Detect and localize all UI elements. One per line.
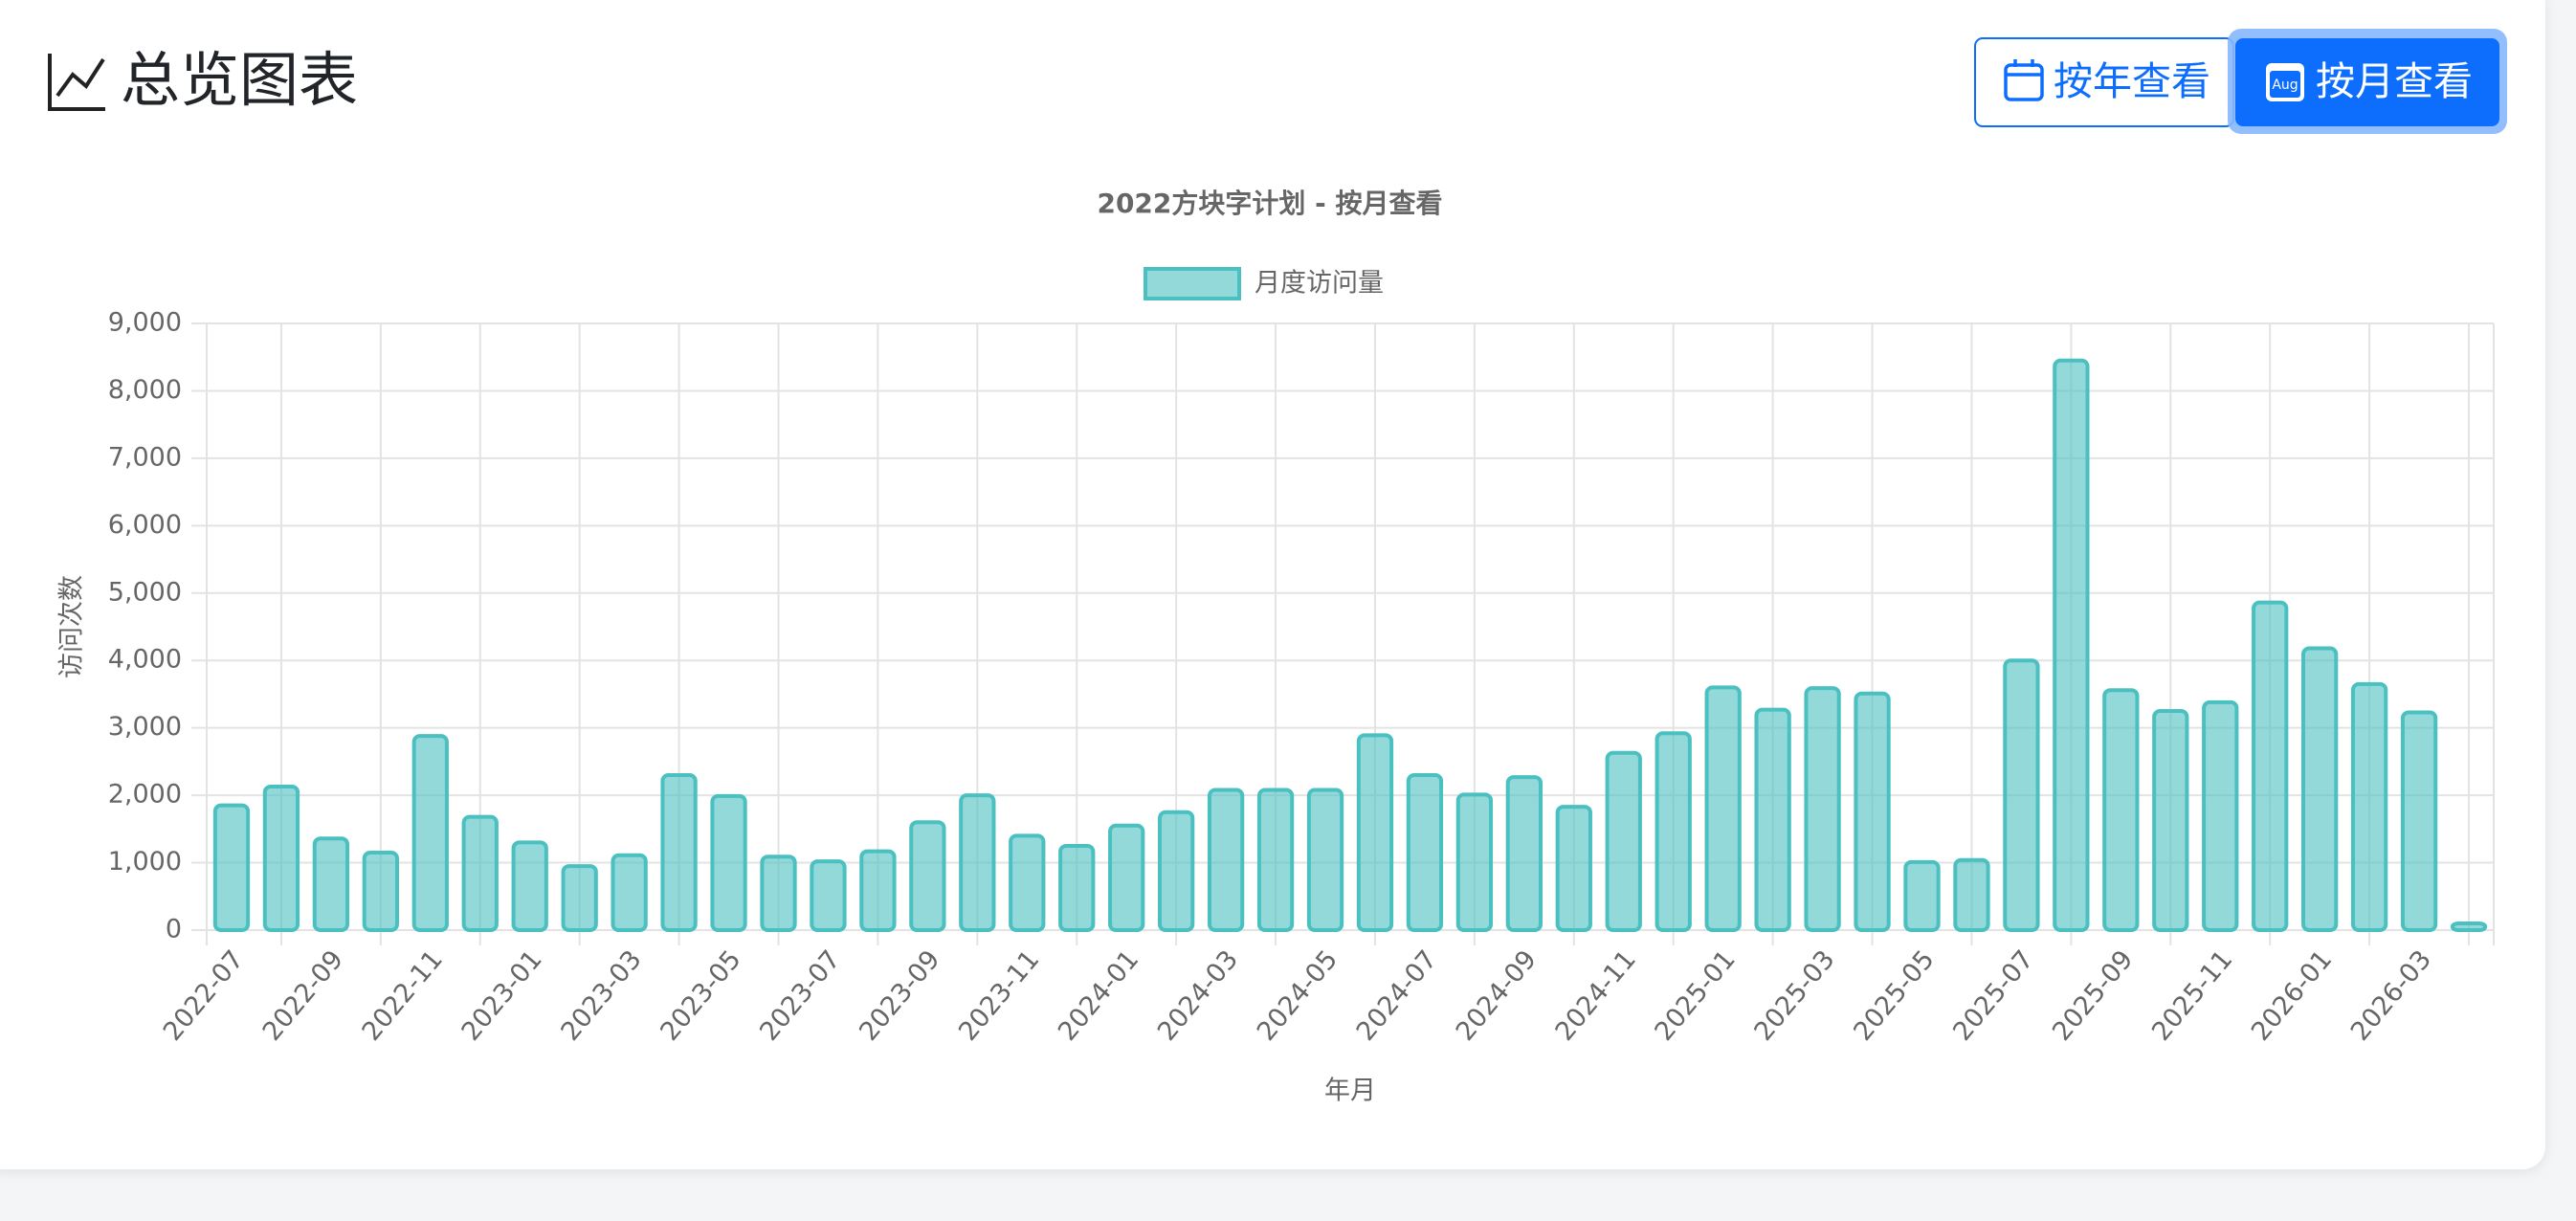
- bar: [1158, 810, 1195, 933]
- legend-label: 月度访问量: [1255, 269, 1384, 299]
- bar: [1356, 733, 1394, 932]
- card-title: 总览图表: [121, 45, 358, 115]
- bar: [312, 836, 350, 932]
- button-label: 按月查看: [2316, 58, 2473, 104]
- bar: [2102, 688, 2140, 932]
- y-tick-label: 6,000: [108, 510, 182, 540]
- bar: [511, 840, 548, 933]
- bar: [1754, 707, 1791, 932]
- year-button[interactable]: 按年查看: [1974, 37, 2234, 127]
- chart-title: 2022方块字计划 - 按月查看: [1097, 188, 1442, 219]
- bar: [1903, 859, 1941, 933]
- bar: [2252, 600, 2289, 932]
- bar: [2450, 921, 2488, 933]
- button-label: 按年查看: [2054, 58, 2210, 104]
- y-tick-label: 3,000: [108, 712, 182, 742]
- bar: [461, 814, 499, 932]
- y-tick-label: 5,000: [108, 577, 182, 607]
- bar: [1804, 686, 1841, 932]
- chart-icon: [48, 54, 105, 111]
- bar: [362, 850, 399, 932]
- bar: [1009, 833, 1046, 933]
- bar: [411, 734, 449, 932]
- y-tick-label: 0: [166, 915, 182, 944]
- bar: [2350, 681, 2388, 933]
- bar: [1306, 788, 1344, 933]
- y-axis-label: 访问次数: [57, 575, 87, 678]
- bar: [909, 820, 946, 932]
- bar: [959, 793, 996, 932]
- bar: [1854, 691, 1891, 932]
- bar: [1505, 775, 1543, 933]
- y-tick-label: 7,000: [108, 442, 182, 472]
- bar: [2053, 358, 2090, 932]
- bar: [1256, 788, 1295, 933]
- bar: [760, 855, 797, 933]
- bar: [1953, 857, 1990, 933]
- bar: [2152, 709, 2189, 932]
- y-tick-label: 1,000: [108, 847, 182, 877]
- y-tick-label: 2,000: [108, 780, 182, 810]
- x-axis-label: 年月: [1324, 1077, 1376, 1106]
- bar: [212, 803, 251, 933]
- bar: [859, 849, 897, 933]
- bar: [611, 853, 648, 932]
- bar: [1704, 685, 1742, 933]
- bar: [710, 793, 747, 932]
- month-button[interactable]: Aug 按月查看: [2228, 29, 2507, 134]
- legend-swatch: [1144, 267, 1241, 300]
- bar: [2003, 658, 2040, 932]
- bar: [262, 784, 300, 932]
- bar: [1108, 823, 1145, 932]
- bar: [1058, 843, 1096, 933]
- y-tick-label: 9,000: [108, 308, 182, 338]
- bar: [2400, 710, 2438, 932]
- bar: [1406, 772, 1444, 932]
- bar: [810, 859, 847, 932]
- y-tick-label: 4,000: [108, 645, 182, 675]
- bar: [1207, 788, 1245, 933]
- bar: [1455, 792, 1494, 933]
- bar: [2301, 646, 2339, 932]
- bar: [1555, 805, 1592, 932]
- bar: [2202, 699, 2239, 932]
- bar: [660, 772, 698, 932]
- bar: [1654, 731, 1692, 933]
- bar: [1605, 750, 1642, 933]
- icon-text: Aug: [2272, 78, 2298, 93]
- card: [0, 0, 2545, 1169]
- bar: [561, 864, 598, 932]
- y-tick-label: 8,000: [108, 375, 182, 405]
